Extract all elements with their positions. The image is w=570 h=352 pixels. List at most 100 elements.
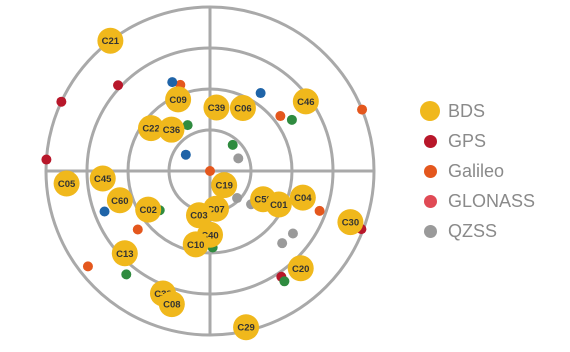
satellite-bds-c20: C20 [287, 255, 314, 282]
satellite-bds-c10: C10 [182, 231, 209, 258]
satellite-label: C59 [254, 195, 271, 206]
satellite-marker [357, 104, 368, 115]
satellite-marker [56, 96, 67, 107]
satellite-bds-c03: C03 [185, 202, 212, 229]
satellite-label: C45 [94, 174, 112, 185]
legend-label-bds: BDS [448, 101, 486, 121]
satellite-marker [41, 154, 52, 165]
satellite-marker [232, 193, 243, 204]
satellite-marker [158, 116, 185, 143]
bds-color-swatch [420, 101, 440, 121]
satellite-bds-c04: C04 [289, 184, 316, 211]
satellite-marker [106, 187, 133, 214]
satellite-label: C13 [116, 249, 133, 260]
satellite-marker [185, 202, 212, 229]
satellite-marker [287, 228, 298, 239]
satellite-bds-c01: C01 [265, 191, 292, 218]
satellite-marker [314, 205, 325, 216]
satellite-label: C46 [297, 97, 314, 108]
satellite-gps-0 [113, 80, 124, 91]
legend-item-gps: GPS [420, 126, 535, 156]
satellite-marker [99, 206, 110, 217]
satellite-bds-c19: C19 [211, 172, 238, 199]
satellite-label: C09 [169, 95, 186, 106]
satellite-qzss-0 [233, 153, 244, 164]
satellite-other-0 [167, 77, 178, 88]
satellite-marker [287, 255, 314, 282]
satellite-marker [275, 111, 286, 122]
satellite-marker [277, 238, 288, 249]
satellite-label: C06 [234, 104, 251, 115]
satellite-marker [233, 314, 260, 341]
satellite-bds-c06: C06 [229, 95, 256, 122]
satellite-marker [292, 88, 319, 115]
legend-item-galileo: Galileo [420, 156, 535, 186]
satellite-label: C36 [163, 125, 180, 136]
satellite-gps-1 [56, 96, 67, 107]
satellite-marker [211, 172, 238, 199]
satellite-label: C22 [142, 124, 159, 135]
satellite-glonass-1 [286, 114, 297, 125]
satellite-label: C07 [207, 204, 224, 215]
satellite-bds-c29: C29 [233, 314, 260, 341]
satellite-bds-c46: C46 [292, 88, 319, 115]
satellite-marker [182, 120, 193, 131]
satellite-galileo-3 [205, 166, 215, 176]
satellite-label: C04 [294, 193, 312, 204]
satellite-marker [132, 224, 143, 235]
satellite-marker [229, 95, 256, 122]
satellite-bds-c13: C13 [111, 240, 138, 267]
satellite-label: C02 [139, 205, 156, 216]
legend-item-qzss: QZSS [420, 216, 535, 246]
satellite-glonass-5 [121, 269, 132, 280]
satellite-qzss-4 [287, 228, 298, 239]
satellite-marker [138, 115, 165, 142]
satellite-label: C19 [215, 181, 232, 192]
satellite-bds-c08: C08 [158, 291, 185, 318]
gps-color-swatch [424, 134, 437, 148]
satellite-qzss-2 [232, 193, 243, 204]
satellite-label: C20 [292, 264, 309, 275]
satellite-marker [158, 291, 185, 318]
satellite-marker [121, 269, 132, 280]
satellite-bds-c02: C02 [135, 196, 162, 223]
satellite-label: C30 [342, 218, 359, 229]
satellite-qzss-3 [277, 238, 288, 249]
satellite-other-2 [180, 149, 191, 160]
satellite-bds-c22: C22 [138, 115, 165, 142]
satellite-bds-c21: C21 [97, 27, 124, 54]
satellite-label: C03 [190, 211, 207, 222]
glonass-color-swatch [424, 194, 437, 208]
satellite-marker [337, 209, 364, 236]
legend-item-glonass: GLONASS [420, 186, 535, 216]
satellite-marker [167, 77, 178, 88]
satellite-galileo-5 [132, 224, 143, 235]
satellite-marker [165, 86, 192, 113]
legend-label-gps: GPS [448, 131, 487, 151]
satellite-bds-c05: C05 [53, 170, 80, 197]
satellite-marker [289, 184, 316, 211]
satellite-label: C29 [237, 323, 254, 334]
satellite-glonass-2 [227, 139, 238, 150]
satellite-marker [286, 114, 297, 125]
satellite-label: C60 [111, 196, 128, 207]
satellite-label: C01 [270, 200, 288, 211]
satellite-galileo-2 [357, 104, 368, 115]
satellite-galileo-1 [275, 111, 286, 122]
satellite-marker [97, 27, 124, 54]
legend-label-qzss: QZSS [448, 221, 498, 241]
legend-label-galileo: Galileo [448, 161, 505, 181]
satellite-marker [89, 165, 116, 192]
satellite-marker [182, 231, 209, 258]
satellite-bds-c60: C60 [106, 187, 133, 214]
satellite-bds-c09: C09 [165, 86, 192, 113]
satellite-bds-c39: C39 [203, 94, 230, 121]
satellite-marker [227, 139, 238, 150]
satellite-marker [82, 261, 93, 272]
satellite-marker [53, 170, 80, 197]
satellite-marker [135, 196, 162, 223]
legend: BDS GPS Galileo GLONASS QZSS [420, 96, 535, 246]
satellite-label: C38 [154, 289, 171, 300]
satellite-label: C05 [58, 179, 76, 190]
